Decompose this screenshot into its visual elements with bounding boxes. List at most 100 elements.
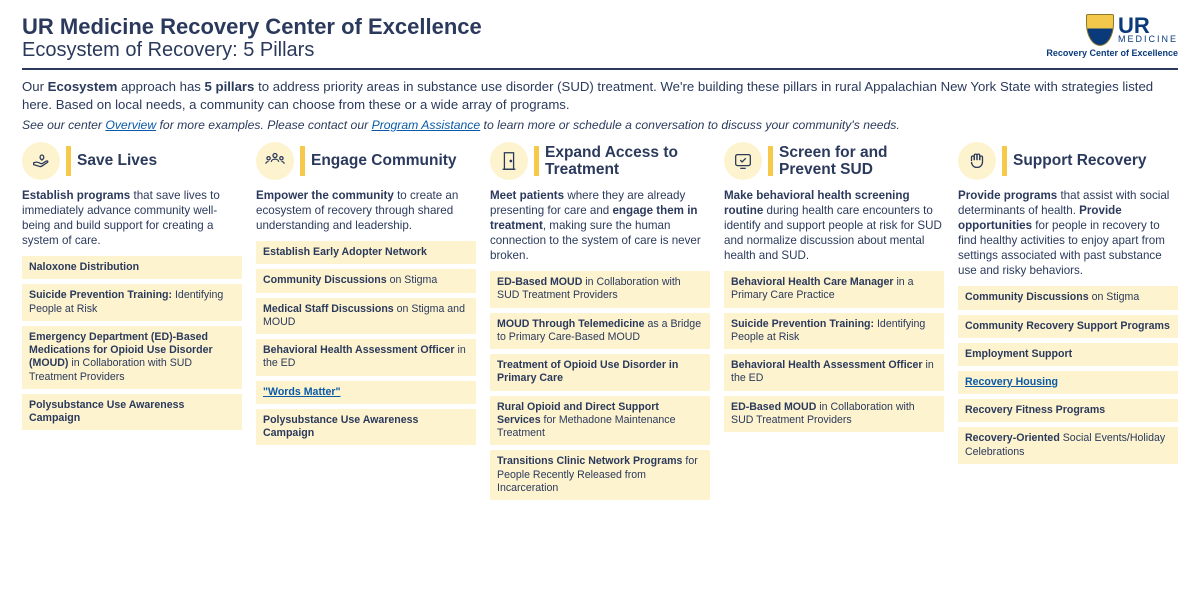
program-item: Suicide Prevention Training: Identifying… <box>22 284 242 320</box>
note-a: See our center <box>22 118 105 132</box>
pillar-0: Save Lives Establish programs that save l… <box>22 142 242 500</box>
logo-subtitle: Recovery Center of Excellence <box>1046 48 1178 58</box>
pillar-title: Support Recovery <box>1013 152 1147 169</box>
program-item: Community Recovery Support Programs <box>958 315 1178 338</box>
program-link[interactable]: "Words Matter" <box>263 386 341 398</box>
program-bold: Treatment of Opioid Use Disorder in Prim… <box>497 359 678 384</box>
program-text: on Stigma <box>1089 291 1140 303</box>
program-item: Naloxone Distribution <box>22 256 242 279</box>
pillar-title: Save Lives <box>77 152 157 169</box>
page-title: UR Medicine Recovery Center of Excellenc… <box>22 14 482 39</box>
program-assistance-link[interactable]: Program Assistance <box>372 118 481 132</box>
program-bold: Behavioral Health Care Manager <box>731 276 894 288</box>
program-item: Polysubstance Use Awareness Campaign <box>22 394 242 430</box>
intro-a: Our <box>22 79 48 94</box>
program-bold: Polysubstance Use Awareness Campaign <box>29 399 184 424</box>
program-link[interactable]: Recovery Housing <box>965 376 1058 388</box>
pillar-title: Expand Access to Treatment <box>545 144 710 178</box>
program-bold: Recovery-Oriented <box>965 432 1060 444</box>
header: UR Medicine Recovery Center of Excellenc… <box>22 14 1178 70</box>
program-item: Behavioral Health Assessment Officer in … <box>724 354 944 390</box>
pillars-row: Save Lives Establish programs that save l… <box>22 142 1178 500</box>
intro-paragraph: Our Ecosystem approach has 5 pillars to … <box>22 78 1178 114</box>
pillar-items: Behavioral Health Care Manager in a Prim… <box>724 271 944 432</box>
program-item: Polysubstance Use Awareness Campaign <box>256 409 476 445</box>
accent-bar <box>534 146 539 176</box>
people-icon <box>256 142 294 180</box>
program-bold: Behavioral Health Assessment Officer <box>263 344 455 356</box>
program-item: ED-Based MOUD in Collaboration with SUD … <box>490 271 710 307</box>
pillar-title: Engage Community <box>311 152 457 169</box>
logo-row: UR MEDICINE <box>1046 14 1178 46</box>
program-bold: MOUD Through Telemedicine <box>497 318 645 330</box>
program-bold: Employment Support <box>965 348 1072 360</box>
program-bold: Recovery Fitness Programs <box>965 404 1105 416</box>
pillar-head: Expand Access to Treatment <box>490 142 710 180</box>
heart-hand-icon <box>22 142 60 180</box>
program-item: ED-Based MOUD in Collaboration with SUD … <box>724 396 944 432</box>
program-bold: Transitions Clinic Network Programs <box>497 455 682 467</box>
program-bold: ED-Based MOUD <box>731 401 816 413</box>
program-item: Behavioral Health Assessment Officer in … <box>256 339 476 375</box>
pillar-desc: Make behavioral health screening routine… <box>724 188 944 263</box>
accent-bar <box>66 146 71 176</box>
pillar-2: Expand Access to Treatment Meet patients … <box>490 142 710 500</box>
program-bold: Medical Staff Discussions <box>263 303 394 315</box>
program-item: Recovery-Oriented Social Events/Holiday … <box>958 427 1178 463</box>
header-left: UR Medicine Recovery Center of Excellenc… <box>22 14 482 62</box>
pillar-items: Naloxone Distribution Suicide Prevention … <box>22 256 242 430</box>
pillar-3: Screen for and Prevent SUD Make behaviora… <box>724 142 944 500</box>
accent-bar <box>1002 146 1007 176</box>
pillar-1: Engage Community Empower the community to… <box>256 142 476 500</box>
program-item: Employment Support <box>958 343 1178 366</box>
note-b: for more examples. Please contact our <box>156 118 371 132</box>
intro-c: approach has <box>117 79 204 94</box>
program-item: Community Discussions on Stigma <box>958 286 1178 309</box>
program-item: Behavioral Health Care Manager in a Prim… <box>724 271 944 307</box>
page-subtitle: Ecosystem of Recovery: 5 Pillars <box>22 39 482 62</box>
program-item: Treatment of Opioid Use Disorder in Prim… <box>490 354 710 390</box>
pillar-desc: Empower the community to create an ecosy… <box>256 188 476 233</box>
hands-icon <box>958 142 996 180</box>
pillar-head: Support Recovery <box>958 142 1178 180</box>
pillar-desc: Establish programs that save lives to im… <box>22 188 242 248</box>
program-bold: Community Discussions <box>965 291 1089 303</box>
intro-d: 5 pillars <box>205 79 255 94</box>
pillar-items: Establish Early Adopter Network Community… <box>256 241 476 445</box>
program-item: Suicide Prevention Training: Identifying… <box>724 313 944 349</box>
program-item: Community Discussions on Stigma <box>256 269 476 292</box>
pillar-head: Save Lives <box>22 142 242 180</box>
logo-block: UR MEDICINE Recovery Center of Excellenc… <box>1046 14 1178 58</box>
accent-bar <box>768 146 773 176</box>
program-bold: Community Recovery Support Programs <box>965 320 1170 332</box>
intro-note: See our center Overview for more example… <box>22 118 1178 132</box>
program-bold: Community Discussions <box>263 274 387 286</box>
pillar-4: Support RecoveryProvide programs that as… <box>958 142 1178 500</box>
pillar-head: Engage Community <box>256 142 476 180</box>
program-item: Establish Early Adopter Network <box>256 241 476 264</box>
screen-icon <box>724 142 762 180</box>
shield-icon <box>1086 14 1114 46</box>
program-bold: Naloxone Distribution <box>29 261 139 273</box>
program-item: "Words Matter" <box>256 381 476 404</box>
overview-link[interactable]: Overview <box>105 118 156 132</box>
program-item: Medical Staff Discussions on Stigma and … <box>256 298 476 334</box>
pillar-title: Screen for and Prevent SUD <box>779 144 944 178</box>
door-icon <box>490 142 528 180</box>
desc-bold: Empower the community <box>256 189 394 202</box>
desc-bold: Establish programs <box>22 189 130 202</box>
subtitle-a: Ecosystem of Recovery: <box>22 39 238 61</box>
program-bold: ED-Based MOUD <box>497 276 582 288</box>
program-item: Recovery Fitness Programs <box>958 399 1178 422</box>
program-item: Recovery Housing <box>958 371 1178 394</box>
pillar-items: ED-Based MOUD in Collaboration with SUD … <box>490 271 710 500</box>
program-item: Emergency Department (ED)-Based Medicati… <box>22 326 242 389</box>
pillar-head: Screen for and Prevent SUD <box>724 142 944 180</box>
program-item: Transitions Clinic Network Programs for … <box>490 450 710 500</box>
pillar-desc: Meet patients where they are already pre… <box>490 188 710 263</box>
logo-under: MEDICINE <box>1118 36 1178 44</box>
intro-b: Ecosystem <box>48 79 118 94</box>
program-item: MOUD Through Telemedicine as a Bridge to… <box>490 313 710 349</box>
program-bold: Establish Early Adopter Network <box>263 246 427 258</box>
note-c: to learn more or schedule a conversation… <box>480 118 900 132</box>
